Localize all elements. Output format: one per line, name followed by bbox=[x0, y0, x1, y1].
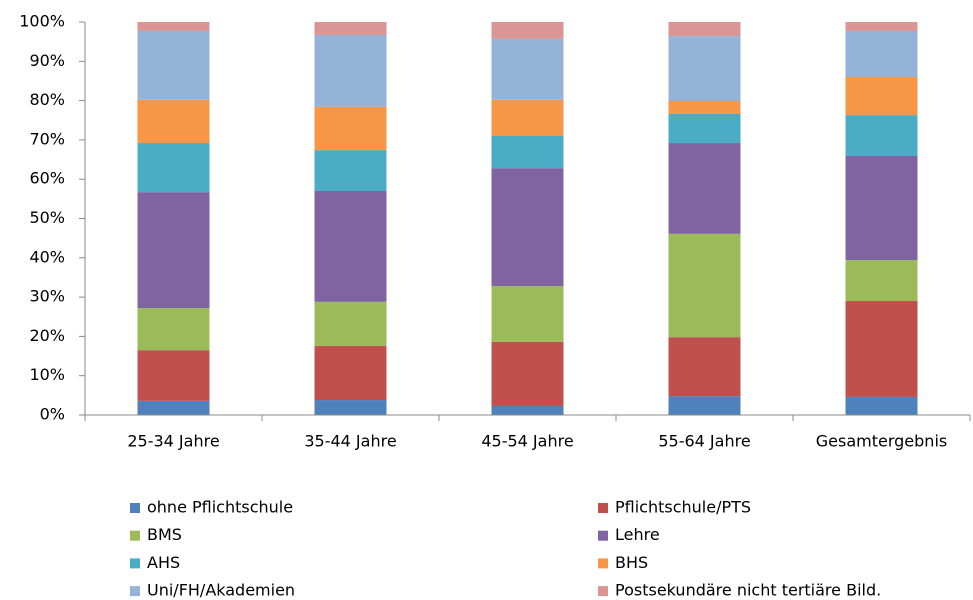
bar-segment bbox=[668, 22, 741, 37]
bar-segment bbox=[137, 99, 210, 144]
legend-label: AHS bbox=[147, 553, 180, 572]
bar-segment bbox=[845, 31, 918, 78]
legend-label: BMS bbox=[147, 525, 182, 544]
bar-segment bbox=[845, 22, 918, 32]
bar-segment bbox=[668, 36, 741, 101]
bar-segment bbox=[491, 22, 564, 39]
legend-swatch bbox=[598, 530, 608, 541]
bar-segment bbox=[845, 396, 918, 415]
bar-segment bbox=[314, 301, 387, 346]
legend-swatch bbox=[598, 586, 608, 597]
bar-segment bbox=[845, 77, 918, 116]
bar-segment bbox=[491, 99, 564, 136]
y-tick-label: 70% bbox=[29, 129, 65, 148]
y-tick-label: 0% bbox=[40, 405, 65, 424]
bar-segment bbox=[137, 143, 210, 193]
bar-segment bbox=[845, 115, 918, 157]
y-tick-label: 50% bbox=[29, 208, 65, 227]
x-tick-label: 45-54 Jahre bbox=[481, 432, 573, 451]
bar-segment bbox=[137, 400, 210, 415]
bar-segment bbox=[491, 341, 564, 406]
bar-segment bbox=[137, 192, 210, 309]
y-tick-label: 10% bbox=[29, 365, 65, 384]
bar-segment bbox=[314, 400, 387, 415]
y-tick-label: 20% bbox=[29, 326, 65, 345]
legend-label: ohne Pflichtschule bbox=[147, 498, 293, 517]
x-tick-label: Gesamtergebnis bbox=[816, 432, 947, 451]
bar-segment bbox=[314, 345, 387, 401]
legend-label: Postsekundäre nicht tertiäre Bild. bbox=[615, 581, 881, 600]
bar-segment bbox=[845, 260, 918, 302]
bar-segment bbox=[845, 156, 918, 261]
legend-swatch bbox=[130, 503, 140, 513]
bar-segment bbox=[668, 100, 741, 114]
bar-segment bbox=[137, 31, 210, 100]
bar-segment bbox=[845, 301, 918, 397]
bar-segment bbox=[314, 190, 387, 302]
legend-swatch bbox=[130, 558, 140, 569]
x-tick-label: 25-34 Jahre bbox=[127, 432, 219, 451]
bar-segment bbox=[668, 143, 741, 234]
legend-swatch bbox=[130, 530, 140, 541]
bar-segment bbox=[491, 405, 564, 415]
bar-segment bbox=[314, 106, 387, 151]
bar-segment bbox=[668, 396, 741, 415]
bar-segment bbox=[137, 350, 210, 401]
y-tick-label: 40% bbox=[29, 247, 65, 266]
bar-segment bbox=[491, 38, 564, 100]
x-tick-label: 55-64 Jahre bbox=[658, 432, 750, 451]
bar-segment bbox=[668, 233, 741, 338]
y-tick-label: 90% bbox=[29, 51, 65, 70]
y-tick-label: 100% bbox=[19, 12, 65, 31]
bar-segment bbox=[314, 22, 387, 35]
y-tick-label: 60% bbox=[29, 169, 65, 188]
legend-label: BHS bbox=[615, 553, 648, 572]
bar-segment bbox=[491, 135, 564, 169]
legend-swatch bbox=[598, 503, 608, 513]
legend-swatch bbox=[598, 558, 608, 569]
legend-label: Pflichtschule/PTS bbox=[615, 498, 751, 517]
y-tick-label: 80% bbox=[29, 90, 65, 109]
legend-label: Uni/FH/Akademien bbox=[147, 581, 295, 600]
bar-segment bbox=[314, 150, 387, 191]
legend-label: Lehre bbox=[615, 525, 660, 544]
bar-segment bbox=[137, 22, 210, 32]
bar-segment bbox=[314, 34, 387, 107]
bar-segment bbox=[137, 308, 210, 351]
bar-segment bbox=[491, 286, 564, 342]
bar-segment bbox=[491, 168, 564, 287]
bar-segment bbox=[668, 113, 741, 144]
y-tick-label: 30% bbox=[29, 287, 65, 306]
legend-swatch bbox=[130, 586, 140, 597]
bar-segment bbox=[668, 337, 741, 397]
x-tick-label: 35-44 Jahre bbox=[304, 432, 396, 451]
